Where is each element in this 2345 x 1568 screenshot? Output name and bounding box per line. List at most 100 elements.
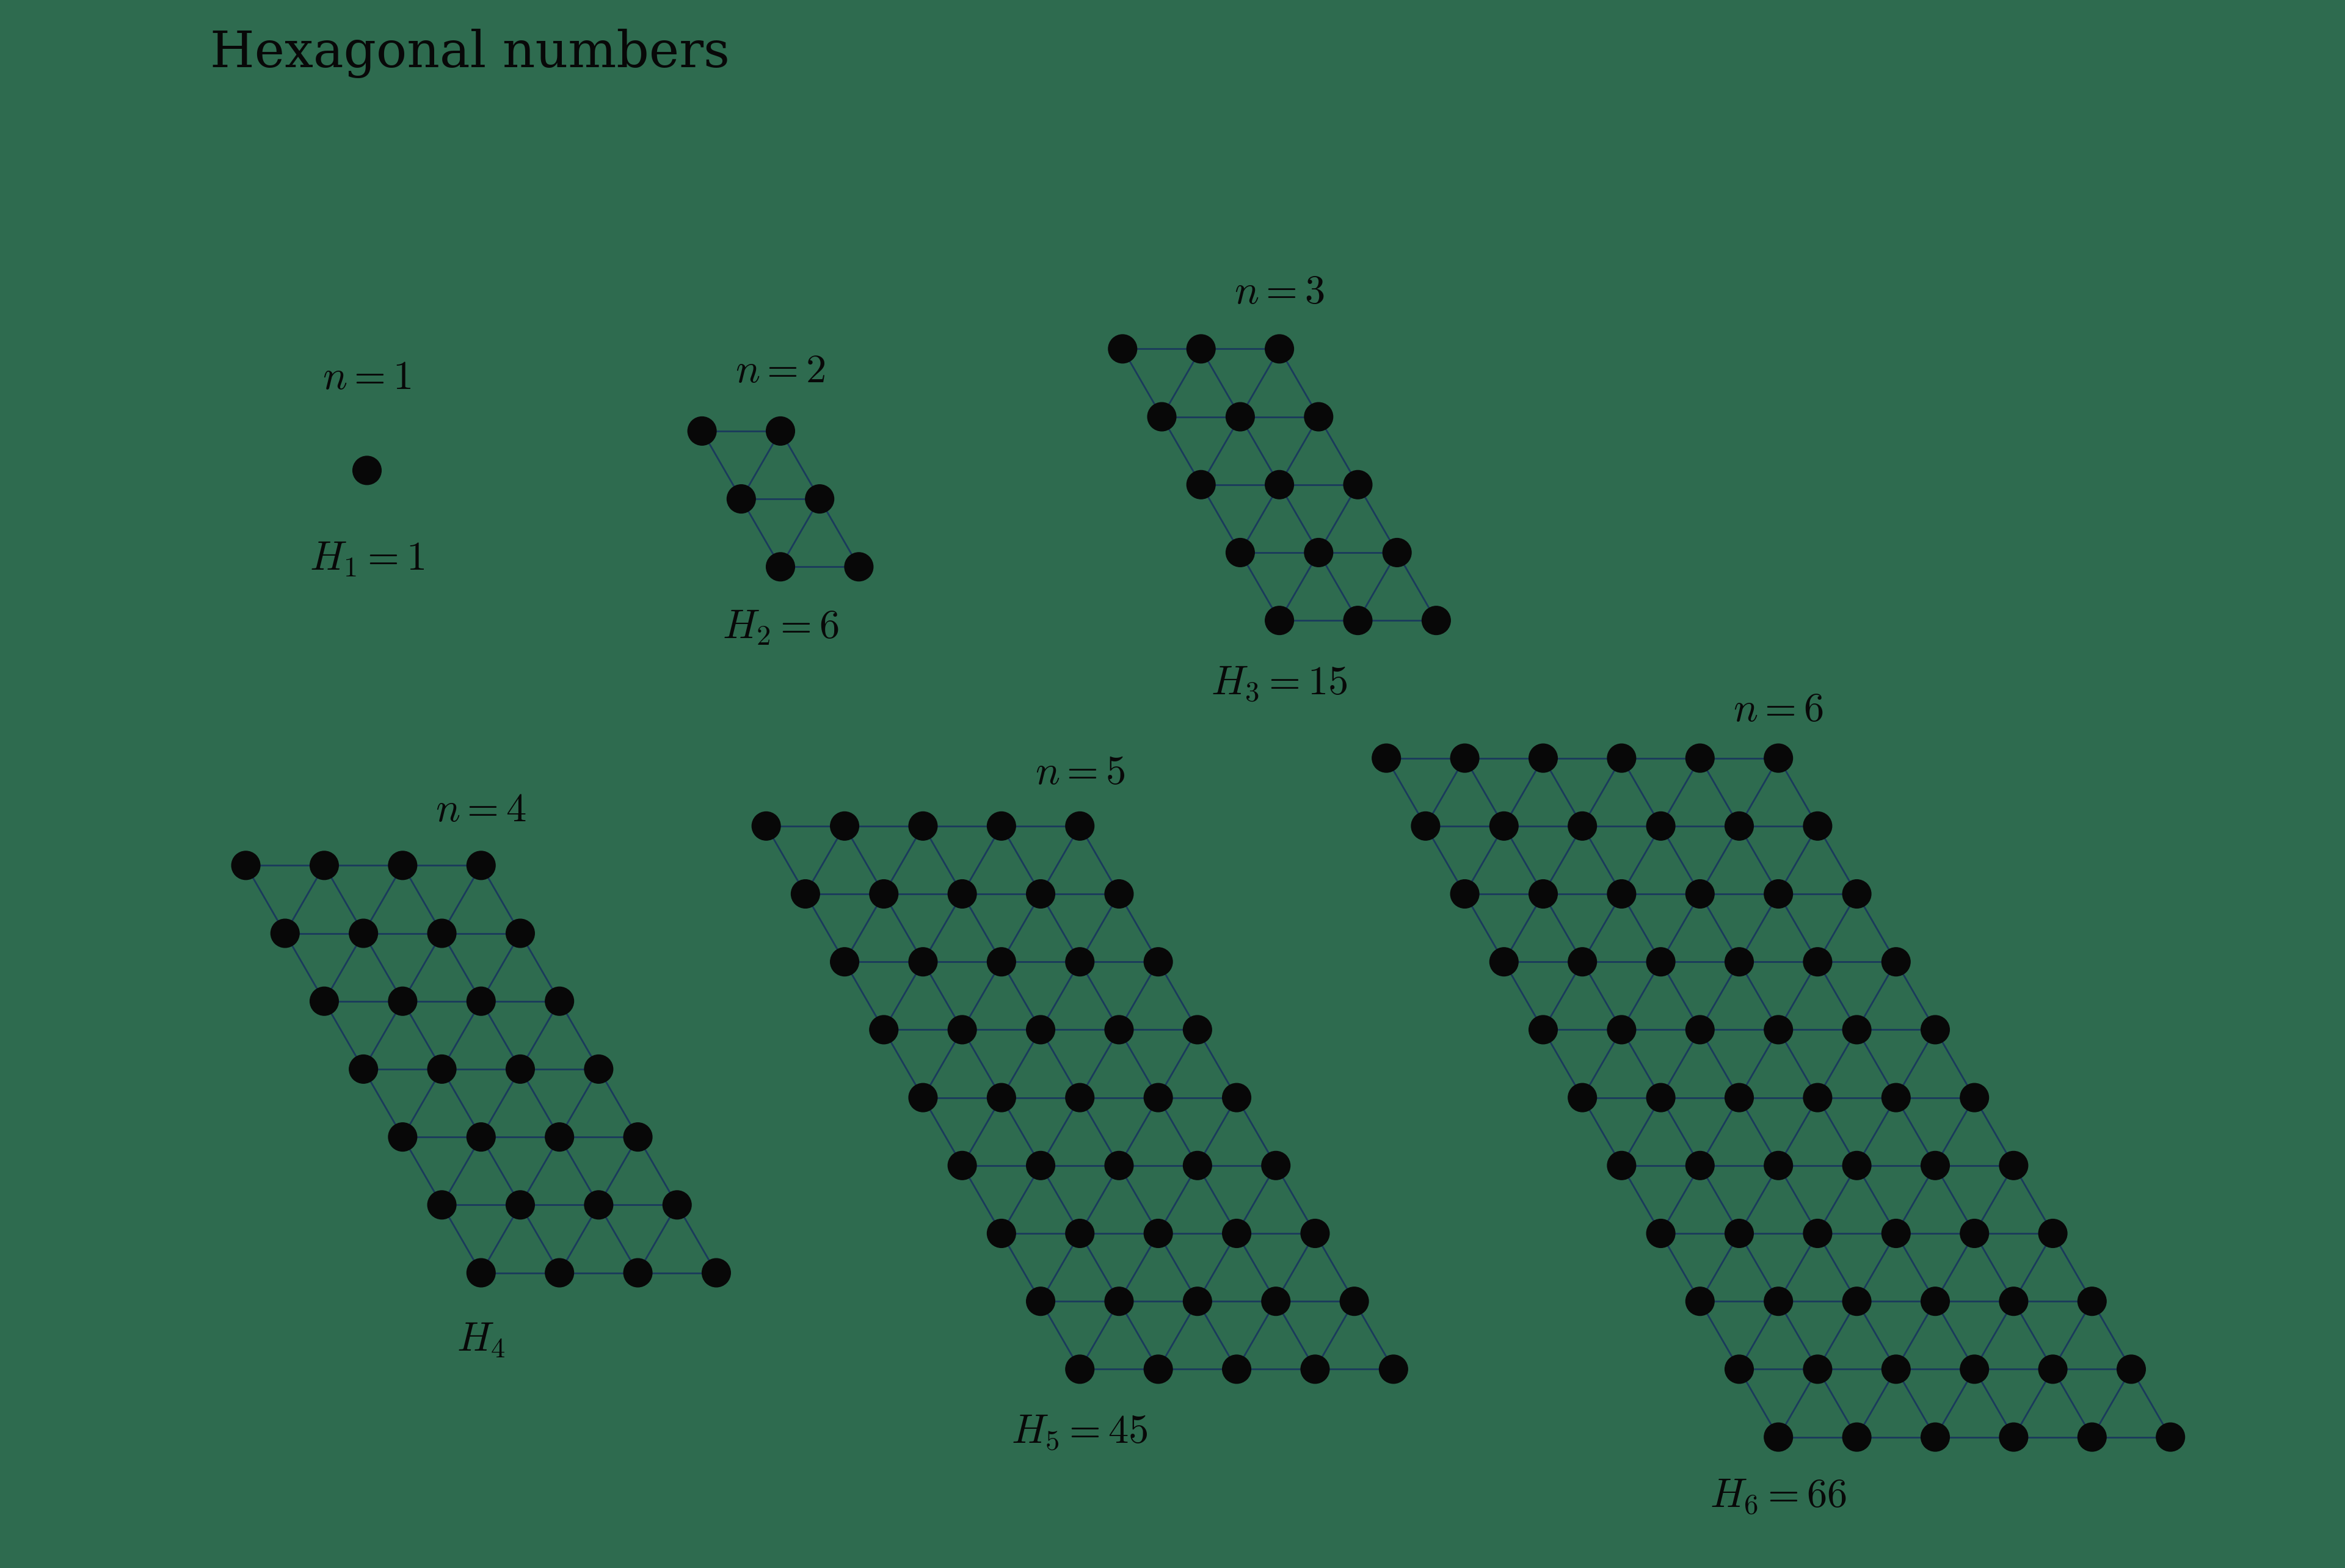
Circle shape bbox=[507, 919, 535, 947]
Circle shape bbox=[544, 1259, 575, 1287]
Circle shape bbox=[1027, 880, 1055, 908]
Circle shape bbox=[1569, 1083, 1597, 1112]
Circle shape bbox=[1304, 538, 1332, 566]
Circle shape bbox=[1344, 470, 1372, 499]
Circle shape bbox=[987, 1083, 1015, 1112]
Circle shape bbox=[870, 1016, 898, 1044]
Circle shape bbox=[624, 1259, 652, 1287]
Circle shape bbox=[1266, 470, 1294, 499]
Circle shape bbox=[427, 919, 457, 947]
Circle shape bbox=[1301, 1220, 1330, 1248]
Circle shape bbox=[1843, 1016, 1871, 1044]
Circle shape bbox=[1686, 880, 1714, 908]
Circle shape bbox=[947, 1016, 976, 1044]
Circle shape bbox=[830, 812, 858, 840]
Circle shape bbox=[1027, 1151, 1055, 1179]
Circle shape bbox=[1843, 880, 1871, 908]
Circle shape bbox=[1881, 1083, 1911, 1112]
Circle shape bbox=[1104, 1016, 1133, 1044]
Circle shape bbox=[1686, 1151, 1714, 1179]
Text: $n = 6$: $n = 6$ bbox=[1733, 690, 1824, 729]
Circle shape bbox=[1452, 743, 1480, 773]
Circle shape bbox=[910, 947, 938, 975]
Circle shape bbox=[2155, 1422, 2186, 1452]
Circle shape bbox=[1529, 880, 1557, 908]
Circle shape bbox=[310, 851, 338, 880]
Circle shape bbox=[349, 919, 378, 947]
Text: $H_3 = 15$: $H_3 = 15$ bbox=[1210, 665, 1348, 704]
Circle shape bbox=[1489, 947, 1517, 975]
Text: $H_1 = 1$: $H_1 = 1$ bbox=[310, 539, 424, 579]
Circle shape bbox=[1686, 1287, 1714, 1316]
Circle shape bbox=[1266, 607, 1294, 635]
Circle shape bbox=[1606, 743, 1637, 773]
Circle shape bbox=[544, 1123, 575, 1151]
Circle shape bbox=[1960, 1355, 1989, 1383]
Circle shape bbox=[664, 1190, 692, 1220]
Circle shape bbox=[910, 1083, 938, 1112]
Circle shape bbox=[1843, 1422, 1871, 1452]
Circle shape bbox=[1921, 1151, 1949, 1179]
Circle shape bbox=[1144, 1083, 1172, 1112]
Circle shape bbox=[1372, 743, 1400, 773]
Circle shape bbox=[987, 812, 1015, 840]
Circle shape bbox=[584, 1190, 612, 1220]
Text: $n = 2$: $n = 2$ bbox=[736, 351, 825, 390]
Circle shape bbox=[753, 812, 781, 840]
Circle shape bbox=[584, 1055, 612, 1083]
Circle shape bbox=[987, 947, 1015, 975]
Circle shape bbox=[1686, 743, 1714, 773]
Circle shape bbox=[1763, 1016, 1792, 1044]
Text: $H_4$: $H_4$ bbox=[457, 1320, 504, 1359]
Circle shape bbox=[1065, 1083, 1095, 1112]
Text: $H_6 = 66$: $H_6 = 66$ bbox=[1710, 1477, 1848, 1516]
Circle shape bbox=[1763, 1422, 1792, 1452]
Circle shape bbox=[624, 1123, 652, 1151]
Circle shape bbox=[947, 1151, 976, 1179]
Circle shape bbox=[1184, 1287, 1212, 1316]
Circle shape bbox=[1452, 880, 1480, 908]
Circle shape bbox=[1226, 538, 1255, 566]
Circle shape bbox=[1843, 1287, 1871, 1316]
Circle shape bbox=[1606, 1016, 1637, 1044]
Text: $n = 3$: $n = 3$ bbox=[1233, 273, 1325, 312]
Circle shape bbox=[1763, 1287, 1792, 1316]
Circle shape bbox=[1803, 1083, 1831, 1112]
Circle shape bbox=[389, 986, 417, 1016]
Circle shape bbox=[1921, 1016, 1949, 1044]
Circle shape bbox=[2038, 1220, 2066, 1248]
Circle shape bbox=[1027, 1016, 1055, 1044]
Circle shape bbox=[389, 851, 417, 880]
Circle shape bbox=[2000, 1287, 2028, 1316]
Circle shape bbox=[1412, 812, 1440, 840]
Circle shape bbox=[1881, 1355, 1911, 1383]
Circle shape bbox=[427, 1055, 457, 1083]
Circle shape bbox=[1881, 947, 1911, 975]
Circle shape bbox=[1301, 1355, 1330, 1383]
Circle shape bbox=[1187, 334, 1215, 364]
Circle shape bbox=[1144, 1355, 1172, 1383]
Circle shape bbox=[1726, 1220, 1754, 1248]
Circle shape bbox=[767, 417, 795, 445]
Circle shape bbox=[1803, 1220, 1831, 1248]
Circle shape bbox=[1344, 607, 1372, 635]
Circle shape bbox=[1803, 947, 1831, 975]
Circle shape bbox=[790, 880, 821, 908]
Circle shape bbox=[1686, 1016, 1714, 1044]
Circle shape bbox=[1262, 1151, 1290, 1179]
Circle shape bbox=[1881, 1220, 1911, 1248]
Circle shape bbox=[1109, 334, 1137, 364]
Circle shape bbox=[1065, 1355, 1095, 1383]
Circle shape bbox=[427, 1190, 457, 1220]
Circle shape bbox=[1646, 1220, 1674, 1248]
Circle shape bbox=[1187, 470, 1215, 499]
Circle shape bbox=[1384, 538, 1412, 566]
Circle shape bbox=[1763, 1151, 1792, 1179]
Circle shape bbox=[1529, 1016, 1557, 1044]
Circle shape bbox=[232, 851, 260, 880]
Circle shape bbox=[507, 1190, 535, 1220]
Circle shape bbox=[1266, 334, 1294, 364]
Circle shape bbox=[1921, 1422, 1949, 1452]
Circle shape bbox=[1569, 812, 1597, 840]
Circle shape bbox=[1065, 947, 1095, 975]
